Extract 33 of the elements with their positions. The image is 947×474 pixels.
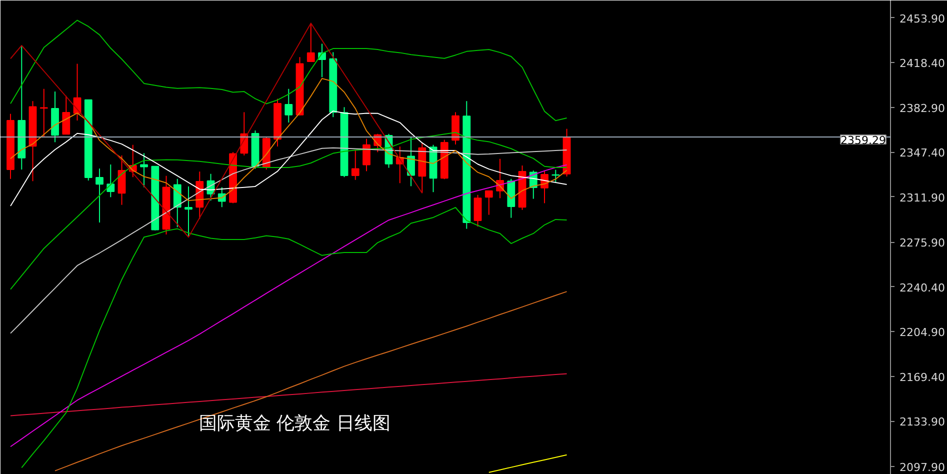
line-series [10, 110, 568, 206]
y-tick-label: 2453.90 [900, 12, 945, 26]
candlestick [62, 95, 70, 135]
candlestick [474, 194, 482, 228]
candlestick [362, 138, 370, 172]
y-tick-label: 2204.90 [900, 326, 945, 340]
line-series [54, 291, 568, 472]
candlestick [184, 186, 192, 238]
line-series [10, 22, 423, 238]
y-tick-label: 2275.90 [900, 236, 945, 250]
y-tick-label: 2347.40 [900, 146, 945, 160]
candlestick [407, 136, 415, 187]
y-tick-label: 2418.40 [900, 57, 945, 70]
candlestick [351, 150, 360, 180]
candlestick [106, 164, 115, 198]
candlestick [96, 168, 104, 223]
text: 国际黄金 伦敦金 日线图 [198, 413, 390, 434]
line-series [10, 20, 568, 122]
candlestick [173, 178, 182, 228]
y-tick-label: 2311.90 [900, 191, 945, 204]
y-tick-label: 2133.90 [900, 416, 945, 429]
candlestick [484, 190, 493, 216]
y-tick-label: 2097.90 [900, 461, 945, 474]
candlestick [306, 22, 315, 62]
line-series [488, 454, 568, 473]
candlestick [140, 152, 148, 188]
candlestick [284, 88, 293, 124]
candlestick [118, 154, 126, 206]
line-series [21, 206, 568, 468]
y-tick-label: 2169.40 [900, 370, 945, 384]
y-tick-label: 2382.90 [900, 102, 945, 115]
ref-line-label: 2359.29 [840, 134, 886, 148]
y-tick-label: 2240.40 [900, 281, 945, 294]
